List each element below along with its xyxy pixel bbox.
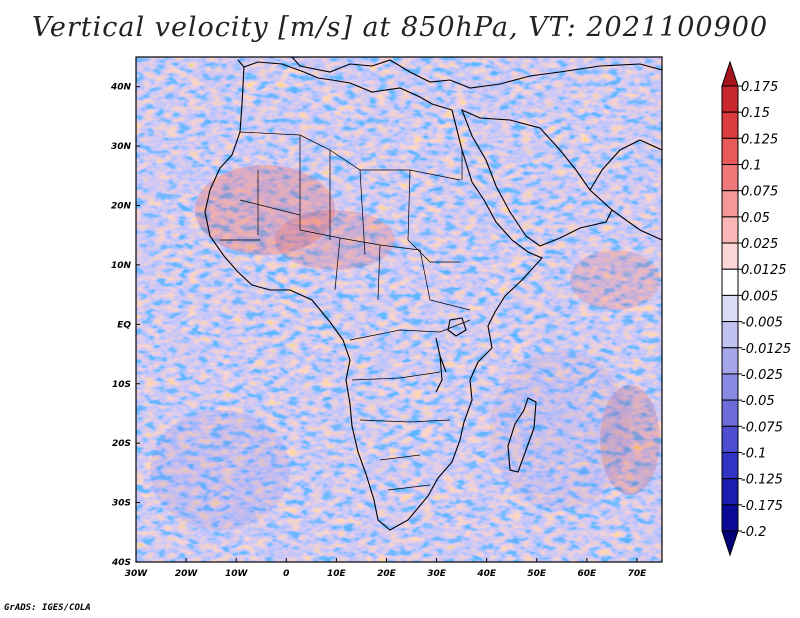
lon-tick-label: 30E [427, 569, 447, 579]
lon-tick-label: 60E [578, 569, 598, 579]
colorbar-label: 0.175 [741, 80, 778, 95]
colorbar-label: 0.05 [741, 211, 770, 226]
colorbar-segment [721, 164, 739, 192]
colorbar-segment [721, 137, 739, 166]
arabia-coastline [461, 108, 613, 247]
colorbar-label: -0.005 [741, 316, 783, 331]
colorbar-segment [721, 425, 739, 453]
colorbar-segment [721, 216, 739, 244]
colorbar: 0.175 0.15 0.125 0.1 0.075 0.05 0.025 0.0125 0.0… [721, 60, 791, 557]
colorbar-label: -0.025 [741, 368, 783, 383]
colorbar-label: -0.075 [741, 420, 783, 435]
colorbar-segment [721, 373, 739, 401]
colorbar-top-arrow [721, 60, 739, 87]
colorbar-segment [721, 268, 739, 296]
lat-tick-label: 40S [111, 558, 131, 568]
colorbar-label: -0.1 [741, 446, 766, 461]
colorbar-label: 0.1 [741, 159, 762, 174]
colorbar-label: 0.0125 [741, 263, 787, 278]
lat-tick-label: 30N [111, 142, 132, 152]
colorbar-segment [721, 347, 739, 375]
colorbar-segment [721, 399, 739, 427]
latitude-ticks: 40N 30N 20N 10N EQ 10S 20S 30S 40S [110, 83, 140, 568]
colorbar-label: 0.125 [741, 132, 778, 147]
lake-tanganyika [435, 337, 447, 393]
coastlines [204, 57, 662, 531]
colorbar-segment [721, 478, 739, 506]
lon-tick-label: 30W [125, 569, 149, 579]
asia-coastline [589, 139, 662, 241]
velocity-field [136, 57, 662, 562]
country-borders [220, 131, 471, 491]
lat-tick-label: 10S [112, 380, 131, 390]
lon-tick-label: 20E [377, 569, 397, 579]
lat-tick-label: EQ [117, 320, 131, 330]
lon-tick-label: 40E [476, 569, 497, 579]
lon-tick-label: 50E [527, 569, 547, 579]
lat-tick-label: 30S [112, 499, 131, 509]
colorbar-label: -0.125 [741, 473, 783, 488]
lat-tick-label: 20N [111, 202, 132, 212]
longitude-ticks: 30W 20W 10W 0 10E 20E 30E 40E 50E 60E 70E [125, 558, 647, 579]
colorbar-segment [721, 85, 739, 113]
footer-credit: GrADS: IGES/COLA [4, 603, 91, 613]
lon-tick-label: 10E [327, 569, 347, 579]
colorbar-label: 0.15 [741, 106, 770, 121]
colorbar-segment [721, 504, 739, 532]
colorbar-segment [721, 111, 739, 139]
map-frame [135, 56, 663, 563]
colorbar-segment [721, 294, 739, 323]
colorbar-bottom-arrow [721, 530, 739, 557]
madagascar-coastline [507, 397, 537, 473]
lat-tick-label: 10N [111, 261, 132, 271]
colorbar-segment [721, 242, 739, 270]
colorbar-label: 0.075 [741, 185, 778, 200]
colorbar-segment [721, 451, 739, 480]
lat-tick-label: 40N [110, 83, 132, 93]
lake-victoria [447, 317, 467, 337]
europe-coastline [237, 57, 662, 89]
colorbar-label: 0.005 [741, 289, 778, 304]
lat-tick-label: 20S [112, 439, 131, 449]
colorbar-segment [721, 321, 739, 349]
colorbar-label: 0.025 [741, 237, 778, 252]
colorbar-label: -0.175 [741, 499, 783, 514]
lon-tick-label: 70E [628, 569, 648, 579]
colorbar-label: -0.05 [741, 394, 775, 409]
colorbar-label: -0.0125 [741, 342, 791, 357]
lon-tick-label: 10W [225, 569, 249, 579]
africa-coastline [204, 61, 543, 531]
lon-tick-label: 20W [175, 569, 199, 579]
lon-tick-label: 0 [283, 569, 289, 579]
colorbar-segment [721, 190, 739, 218]
colorbar-label: -0.2 [741, 525, 766, 540]
chart-title: Vertical velocity [m/s] at 850hPa, VT: 2… [31, 12, 769, 43]
